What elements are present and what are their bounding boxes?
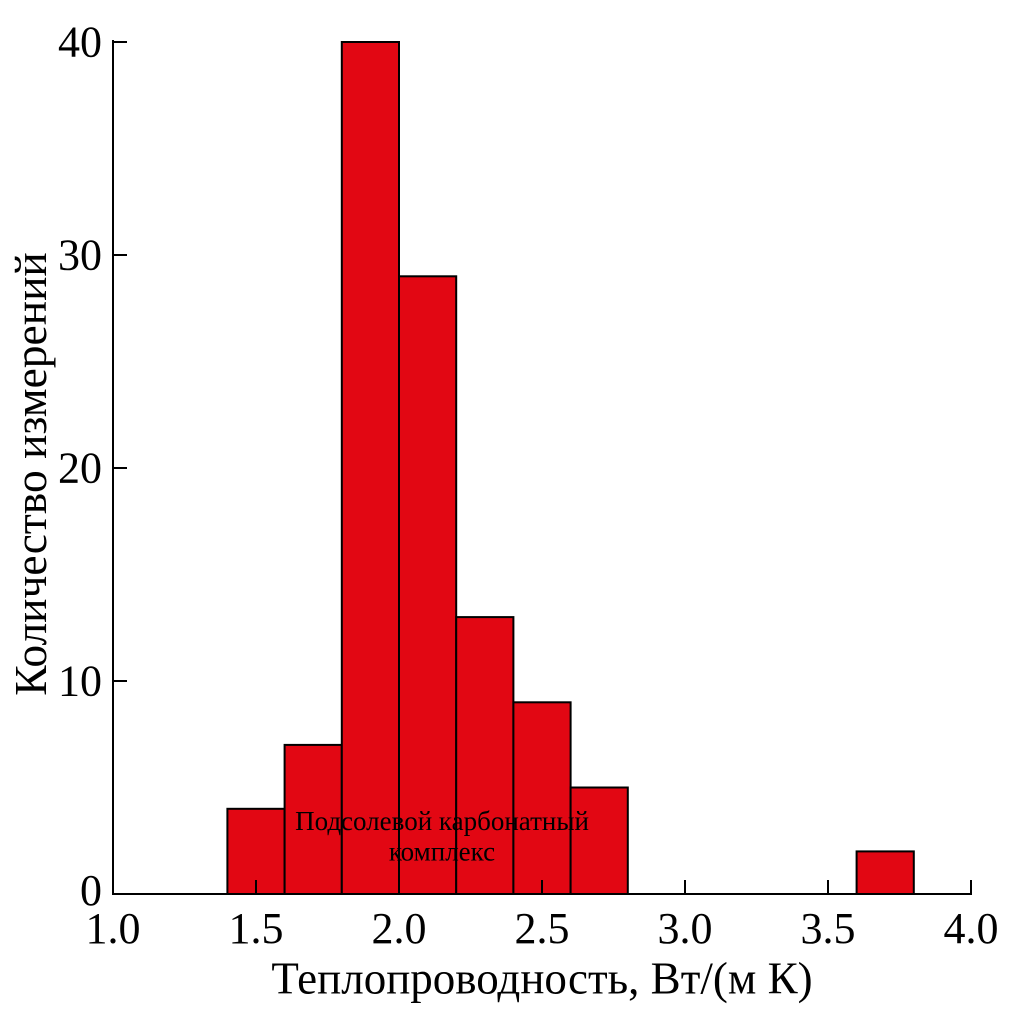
histogram-bar <box>569 786 629 895</box>
tick-labels-group: 1.0 1.5 2.0 2.5 3.0 3.5 4.0 0 10 20 30 40 <box>58 18 999 954</box>
y-axis-title: Количество измерений <box>5 252 56 696</box>
histogram-bar <box>226 807 286 895</box>
x-tick-label: 3.0 <box>658 904 713 953</box>
annotation-line-2: комплекс <box>389 837 495 867</box>
bars-group <box>226 41 915 896</box>
histogram-bar <box>855 850 915 896</box>
x-tick-label: 3.5 <box>801 904 856 953</box>
histogram-bar <box>455 616 515 895</box>
x-tick-label: 2.5 <box>515 904 570 953</box>
histogram-bar <box>512 701 572 895</box>
x-tick-label: 4.0 <box>944 904 999 953</box>
y-tick-label: 20 <box>58 444 102 493</box>
x-tick-label: 1.0 <box>86 904 141 953</box>
y-tick-label: 30 <box>58 231 102 280</box>
axes-group <box>112 40 972 895</box>
histogram-bar <box>398 275 458 895</box>
y-tick-label: 40 <box>58 18 102 67</box>
y-tick-label: 0 <box>80 866 102 915</box>
x-tick-label: 2.0 <box>372 904 427 953</box>
y-tick-label: 10 <box>58 657 102 706</box>
histogram-bar <box>340 41 400 895</box>
x-tick-label: 1.5 <box>229 904 284 953</box>
annotation-line-1: Подсолевой карбонатный <box>295 806 589 836</box>
histogram-bar <box>283 743 343 896</box>
x-axis-title: Теплопроводность, Вт/(м К) <box>271 954 812 1004</box>
